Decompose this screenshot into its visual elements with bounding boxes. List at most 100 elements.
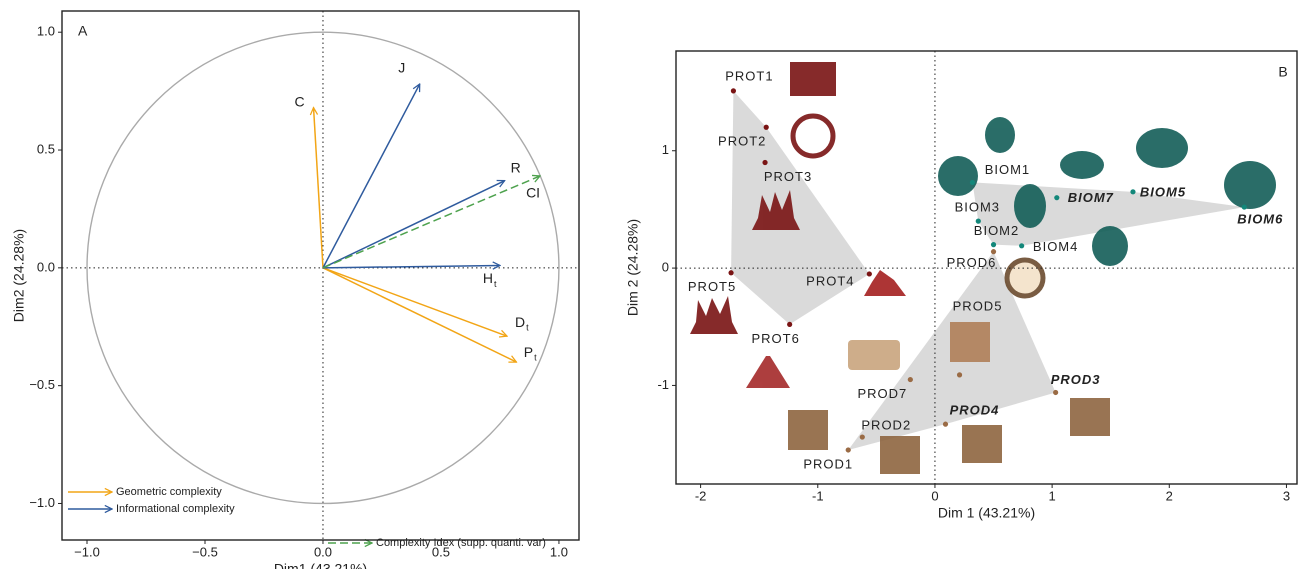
arrow-label-subscript: t <box>534 352 537 362</box>
y-tick-label: 1 <box>662 142 669 157</box>
y-axis-label: Dim2 (24.28%) <box>11 229 27 322</box>
point-label: PROD1 <box>803 456 853 471</box>
thumbnail <box>690 296 738 334</box>
arrow-label: C <box>294 93 304 109</box>
point <box>956 372 963 378</box>
x-tick-label: -2 <box>695 488 707 503</box>
loading-arrow <box>322 176 540 269</box>
panel-label: A <box>78 23 88 39</box>
legend-label: Geometric complexity <box>116 486 222 498</box>
thumbnail <box>880 436 920 474</box>
panel-frame <box>61 10 580 541</box>
point-label: PROD7 <box>857 386 907 401</box>
thumbnail <box>864 270 906 296</box>
panel-frame <box>675 50 1298 485</box>
thumbnail <box>752 190 800 230</box>
arrow-label: J <box>398 60 405 76</box>
legend-label: Informational complexity <box>116 503 235 515</box>
y-tick-label: 0 <box>662 260 669 275</box>
thumbnails <box>690 62 1276 474</box>
loading-arrow <box>322 84 421 269</box>
x-tick-label: 1.0 <box>550 544 568 559</box>
point-label: PROT4 <box>806 273 854 288</box>
point <box>845 447 851 453</box>
point <box>763 124 769 130</box>
point-label: BIOM5 <box>1140 184 1186 199</box>
point-label: BIOM4 <box>1033 239 1078 254</box>
thumbnail <box>1014 184 1046 228</box>
point <box>728 270 734 276</box>
y-axis-label: Dim 2 (24.28%) <box>625 219 641 316</box>
arrow-label: R <box>511 159 521 175</box>
thumbnail <box>790 113 836 159</box>
loading-arrow <box>322 265 500 267</box>
y-tick-label: −1.0 <box>29 495 55 510</box>
point-label: PROT1 <box>725 68 773 83</box>
x-tick-label: −0.5 <box>192 544 218 559</box>
point-label: BIOM6 <box>1237 212 1283 227</box>
arrow-label: D <box>515 314 525 330</box>
thumbnail <box>938 156 978 196</box>
thumbnail <box>746 356 790 388</box>
loading-arrow <box>322 267 507 336</box>
point-label: PROD4 <box>950 403 1000 418</box>
x-axis-label: Dim 1 (43.21%) <box>938 505 1035 521</box>
point <box>1054 195 1060 201</box>
point-label: PROD6 <box>947 255 997 270</box>
point <box>942 421 949 427</box>
point-label: PROT5 <box>688 279 736 294</box>
point <box>866 271 872 277</box>
thumbnail <box>950 322 990 362</box>
point-label: BIOM3 <box>955 200 1000 215</box>
y-tick-label: 0.0 <box>37 259 55 274</box>
arrow-label-subscript: t <box>526 323 529 333</box>
thumbnail <box>1136 128 1188 168</box>
thumbnail <box>1060 151 1104 179</box>
point <box>1130 189 1136 195</box>
x-tick-label: −1.0 <box>74 544 100 559</box>
thumbnail <box>788 410 828 450</box>
arrow-label-subscript: t <box>494 279 497 289</box>
thumbnail <box>1004 257 1046 299</box>
x-tick-label: 0.5 <box>432 544 450 559</box>
y-tick-label: 1.0 <box>37 24 55 39</box>
y-tick-label: −0.5 <box>29 377 55 392</box>
x-tick-label: 3 <box>1283 488 1290 503</box>
x-tick-label: 0.0 <box>314 544 332 559</box>
arrow-label: CI <box>526 185 540 201</box>
thumbnail <box>962 425 1002 463</box>
point-label: PROD5 <box>953 298 1003 313</box>
point <box>762 159 768 166</box>
x-tick-label: 1 <box>1048 488 1055 503</box>
point <box>969 179 976 186</box>
legend-label: Complexity Idex (supp. quanti. var) <box>376 537 546 549</box>
point-label: PROT3 <box>764 169 812 184</box>
point <box>1053 389 1059 396</box>
point <box>975 218 981 224</box>
x-tick-label: 0 <box>931 488 938 503</box>
point <box>990 249 997 255</box>
loading-arrow <box>322 181 505 269</box>
point-label: BIOM7 <box>1068 190 1114 205</box>
arrow-label: H <box>483 270 493 286</box>
thumbnail <box>1092 226 1128 266</box>
panel-label: B <box>1278 64 1287 80</box>
point <box>730 88 737 94</box>
thumbnail <box>848 340 900 370</box>
point <box>1241 204 1247 210</box>
thumbnail <box>1070 398 1110 436</box>
point <box>990 242 997 248</box>
x-tick-label: 2 <box>1166 488 1173 503</box>
point <box>907 376 913 383</box>
arrow-label: P <box>524 344 533 360</box>
point-label: PROT6 <box>751 331 799 346</box>
loading-arrow <box>314 108 324 268</box>
point-label: PROD3 <box>1051 372 1101 387</box>
thumbnail <box>790 62 836 96</box>
point-label: PROD2 <box>861 417 911 432</box>
loading-arrow <box>322 267 516 362</box>
unit-circle <box>86 31 560 505</box>
x-axis-label: Dim1 (43.21%) <box>274 561 367 569</box>
point-label: PROT2 <box>718 134 766 149</box>
